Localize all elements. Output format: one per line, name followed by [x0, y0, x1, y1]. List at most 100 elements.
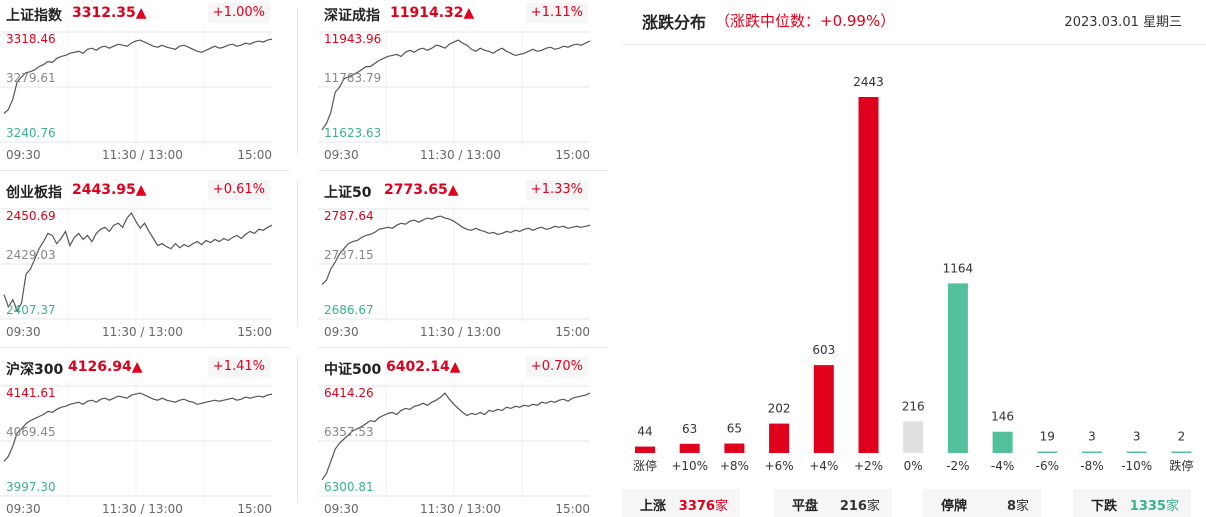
time-axis: 09:30 11:30 / 13:00 15:00 [318, 502, 590, 517]
stat-item: 下跌 1335家 [1073, 489, 1191, 517]
intraday-chart: 2787.64 2737.15 2686.67 [318, 205, 590, 323]
stat-item: 上涨 3376家 [622, 489, 740, 517]
index-name: 沪深300 [6, 362, 64, 378]
time-end: 15:00 [555, 325, 590, 339]
index-change-badge: +1.11% [525, 3, 588, 23]
bar-value-label: 3 [1133, 430, 1141, 444]
divider [0, 347, 290, 348]
index-card: 沪深300 4126.94▲ +1.41% 4141.61 4069.45 3997.30… [0, 354, 290, 517]
bar-value-label: 216 [902, 400, 925, 414]
low-label: 11623.63 [324, 126, 382, 140]
mid-label: 11783.79 [324, 71, 382, 85]
category-label: 跌停 [1169, 458, 1193, 473]
index-value: 11914.32▲ [390, 5, 475, 21]
stat-item: 平盘 216家 [774, 489, 892, 517]
high-label: 11943.96 [324, 32, 382, 46]
intraday-chart: 6414.26 6357.53 6300.81 [318, 382, 590, 500]
stat-label: 平盘 [792, 499, 819, 514]
time-start: 09:30 [6, 325, 41, 339]
divider [297, 357, 298, 503]
divider [622, 44, 1206, 45]
distribution-median: （涨跌中位数：+0.99%） [715, 12, 896, 30]
index-card-header: 沪深300 4126.94▲ +1.41% [0, 354, 290, 382]
time-mid: 11:30 / 13:00 [102, 502, 183, 516]
category-label: +2% [854, 459, 883, 473]
stat-item: 停牌 8家 [923, 489, 1041, 517]
bar-chart-svg: 44 涨停 63 +10% 65 +8% 202 +6% 603 +4% 2443 +2% 216 0% 1… [633, 75, 1193, 473]
price-line [321, 215, 590, 285]
bar [1037, 451, 1058, 453]
time-axis: 09:30 11:30 / 13:00 15:00 [0, 502, 272, 517]
bar-value-label: 202 [768, 402, 791, 416]
time-mid: 11:30 / 13:00 [420, 325, 501, 339]
distribution-panel: 涨跌分布 （涨跌中位数：+0.99%） 2023.03.01 星期三 44 涨停 6… [622, 0, 1206, 517]
stat-value: 1335家 [1130, 495, 1179, 514]
intraday-chart-svg [0, 205, 272, 323]
price-line [3, 38, 272, 114]
stat-number: 1335 [1129, 499, 1166, 514]
distribution-title: 涨跌分布 [642, 13, 707, 32]
index-change-badge: +0.70% [525, 357, 588, 377]
index-name: 创业板指 [6, 185, 62, 201]
stat-label: 停牌 [941, 499, 968, 514]
index-card: 深证成指 11914.32▲ +1.11% 11943.96 11783.79 11623… [318, 0, 608, 170]
index-card-header: 上证指数 3312.35▲ +1.00% [0, 0, 290, 28]
divider [0, 170, 290, 171]
high-label: 2787.64 [324, 209, 374, 223]
stat-label: 下跌 [1091, 499, 1118, 514]
low-label: 6300.81 [324, 480, 374, 494]
bar-value-label: 2443 [853, 75, 884, 89]
category-label: -6% [1036, 459, 1059, 473]
bar-value-label: 19 [1040, 430, 1055, 444]
mid-label: 6357.53 [324, 425, 374, 439]
index-change-badge: +0.61% [207, 180, 270, 200]
stat-unit: 家 [1015, 499, 1029, 514]
bar-value-label: 63 [682, 422, 697, 436]
divider [318, 170, 608, 171]
distribution-bar-chart: 44 涨停 63 +10% 65 +8% 202 +6% 603 +4% 2443 +2% 216 0% 1… [622, 45, 1206, 485]
high-label: 2450.69 [6, 209, 56, 223]
time-axis: 09:30 11:30 / 13:00 15:00 [0, 325, 272, 341]
index-name: 上证50 [324, 185, 372, 201]
time-start: 09:30 [6, 502, 41, 516]
stat-label: 上涨 [640, 499, 667, 514]
index-card-header: 中证500 6402.14▲ +0.70% [318, 354, 608, 382]
time-mid: 11:30 / 13:00 [420, 148, 501, 162]
time-end: 15:00 [237, 325, 272, 339]
stats-row: 上涨 3376 家 平盘 216家 停牌 8家 下跌 1335家 [622, 489, 1206, 517]
high-label: 3318.46 [6, 32, 56, 46]
time-axis: 09:30 11:30 / 13:00 15:00 [318, 148, 590, 164]
divider [297, 8, 298, 154]
intraday-chart: 2450.69 2429.03 2407.37 [0, 205, 272, 323]
bar [1126, 451, 1147, 453]
mid-label: 2737.15 [324, 248, 374, 262]
stat-value: 216家 [840, 495, 880, 514]
divider [297, 180, 298, 326]
bar-value-label: 1164 [943, 261, 974, 275]
time-start: 09:30 [324, 502, 359, 516]
bar [813, 365, 834, 453]
index-card: 上证50 2773.65▲ +1.33% 2787.64 2737.15 2686.67 0… [318, 177, 608, 347]
bar-value-label: 3 [1088, 430, 1096, 444]
intraday-chart-svg [318, 382, 590, 500]
category-label: -4% [991, 459, 1014, 473]
time-mid: 11:30 / 13:00 [420, 502, 501, 516]
distribution-date: 2023.03.01 星期三 [1064, 15, 1182, 30]
stat-number: 8 [1006, 499, 1016, 514]
index-change-badge: +1.33% [525, 180, 588, 200]
time-end: 15:00 [555, 502, 590, 516]
mid-label: 4069.45 [6, 425, 56, 439]
time-axis: 09:30 11:30 / 13:00 15:00 [0, 148, 272, 164]
mid-label: 2429.03 [6, 248, 56, 262]
bar [679, 443, 700, 453]
index-card: 创业板指 2443.95▲ +0.61% 2450.69 2429.03 2407.37 0… [0, 177, 290, 347]
category-label: -10% [1121, 459, 1152, 473]
stat-number: 3376 [678, 499, 715, 514]
time-mid: 11:30 / 13:00 [102, 325, 183, 339]
price-line [321, 392, 590, 481]
category-label: +4% [809, 459, 838, 473]
index-change-badge: +1.00% [207, 3, 270, 23]
bar-value-label: 603 [812, 343, 835, 357]
bar [1171, 451, 1192, 453]
